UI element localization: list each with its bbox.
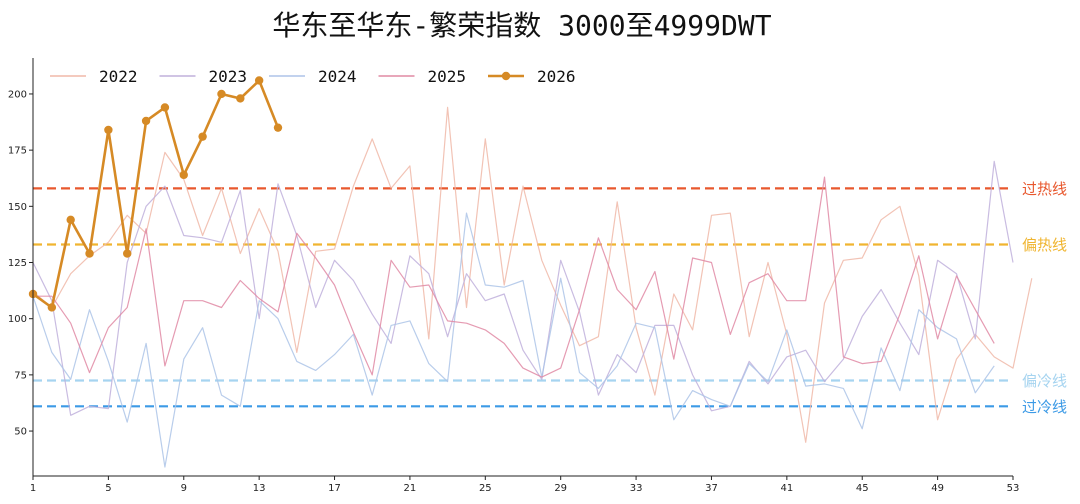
y-tick-label: 125 — [8, 258, 27, 269]
data-point-2026 — [273, 123, 283, 132]
legend-label: 2024 — [318, 67, 357, 86]
x-tick-label: 21 — [404, 483, 417, 494]
series-line-2023 — [32, 160, 1014, 416]
legend: 2022 2023 2024 2025 2026 — [50, 67, 576, 86]
reference-line-label: 过冷线 — [1022, 398, 1067, 416]
legend-label: 2025 — [428, 67, 467, 86]
reference-line-label: 过热线 — [1022, 180, 1067, 198]
chart-title: 华东至华东-繁荣指数 3000至4999DWT — [272, 9, 771, 42]
data-point-2026 — [85, 249, 94, 258]
data-point-2026 — [123, 249, 132, 258]
data-point-2026 — [66, 215, 75, 225]
y-tick-label: 150 — [8, 202, 27, 213]
legend-marker — [501, 71, 511, 81]
y-tick-label: 75 — [14, 370, 27, 381]
x-tick-label: 9 — [181, 483, 187, 494]
data-point-2026 — [179, 170, 188, 180]
legend-item-2022: 2022 — [50, 67, 138, 86]
legend-item-2025: 2025 — [378, 67, 467, 86]
x-tick-label: 5 — [105, 483, 111, 494]
data-point-2026 — [198, 132, 207, 141]
x-tick-label: 53 — [1007, 483, 1020, 494]
x-tick-label: 37 — [705, 483, 718, 494]
x-tick-label: 13 — [253, 483, 266, 494]
x-tick-label: 1 — [30, 483, 36, 494]
y-tick-label: 175 — [8, 146, 27, 157]
legend-item-2023: 2023 — [159, 67, 248, 86]
reference-line-label: 偏热线 — [1022, 236, 1067, 254]
data-point-2026 — [141, 116, 151, 126]
legend-label: 2023 — [209, 67, 248, 86]
y-axis-ticks: 50 75 100 125 150 175 200 — [8, 89, 33, 438]
x-tick-label: 33 — [630, 483, 643, 494]
x-tick-label: 29 — [554, 483, 567, 494]
series-line-2024 — [32, 212, 995, 468]
data-point-2026 — [160, 103, 170, 112]
axes: 50 75 100 125 150 175 200 1 5 9 13 17 21 25 29 33 37 41 4… — [8, 58, 1019, 494]
x-tick-label: 25 — [479, 483, 492, 494]
x-axis-ticks: 1 5 9 13 17 21 25 29 33 37 41 45 49 53 — [30, 476, 1020, 494]
series-lines — [28, 76, 1033, 468]
data-point-2026 — [236, 94, 245, 103]
x-tick-label: 17 — [328, 483, 341, 494]
x-tick-label: 45 — [856, 483, 869, 494]
legend-label: 2026 — [537, 67, 576, 86]
y-tick-label: 100 — [8, 314, 27, 325]
data-point-2026 — [47, 303, 57, 312]
x-tick-label: 49 — [931, 483, 944, 494]
data-point-2026 — [254, 76, 264, 85]
series-line-2022 — [32, 106, 1033, 443]
legend-item-2026: 2026 — [488, 67, 576, 86]
data-point-2026 — [104, 125, 113, 135]
y-tick-label: 50 — [14, 427, 27, 438]
data-point-2026 — [217, 89, 226, 99]
legend-label: 2022 — [99, 67, 138, 86]
reference-line-label: 偏冷线 — [1022, 372, 1067, 390]
series-line-2025 — [33, 176, 995, 378]
x-tick-label: 41 — [780, 483, 793, 494]
y-tick-label: 200 — [8, 89, 27, 100]
legend-item-2024: 2024 — [269, 67, 357, 86]
